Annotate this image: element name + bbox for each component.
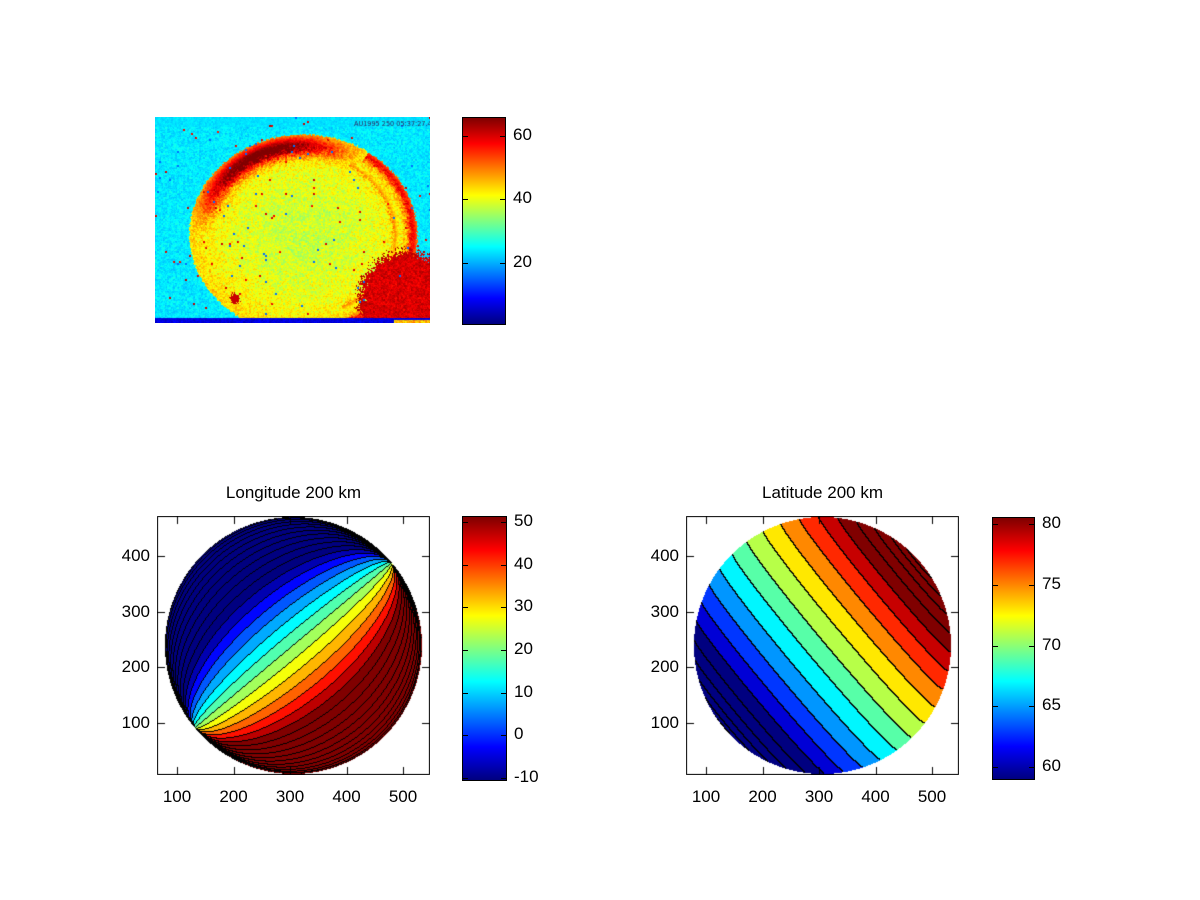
longitude-contour-plot (157, 516, 430, 775)
latitude-colorbar-tick-label: 65 (1042, 695, 1061, 715)
raw-image-colorbar-tick (500, 263, 505, 264)
latitude-colorbar-tick (1029, 767, 1034, 768)
longitude-colorbar-tick (463, 607, 468, 608)
raw-image-colorbar-tick (500, 136, 505, 137)
longitude-colorbar-tick-label: 10 (514, 681, 533, 701)
raw-image-colorbar-tick-label: 40 (513, 187, 532, 207)
latitude-colorbar-tick (1029, 706, 1034, 707)
longitude-colorbar-tick (501, 650, 506, 651)
longitude-x-tick-label: 400 (332, 787, 361, 806)
latitude-colorbar-tick (993, 524, 998, 525)
longitude-colorbar-tick (501, 778, 506, 779)
raw-image-colorbar-tick (463, 263, 468, 264)
latitude-colorbar-tick (993, 767, 998, 768)
latitude-colorbar-tick (993, 585, 998, 586)
raw-image-colorbar-tick-label: 60 (513, 124, 532, 144)
latitude-colorbar-tick (993, 706, 998, 707)
latitude-y-tick-label: 400 (650, 546, 679, 565)
longitude-colorbar-tick (501, 735, 506, 736)
latitude-colorbar-tick (1029, 646, 1034, 647)
raw-image-colorbar-tick (463, 136, 468, 137)
latitude-colorbar-tick (1029, 585, 1034, 586)
longitude-colorbar-tick-label: 20 (514, 639, 533, 659)
latitude-colorbar-tick-label: 80 (1042, 513, 1061, 532)
raw-image-colorbar (462, 117, 506, 325)
longitude-colorbar-tick-label: 30 (514, 596, 533, 616)
raw-image-colorbar-tick (463, 199, 468, 200)
longitude-colorbar-tick-label: -10 (514, 766, 539, 786)
longitude-colorbar-tick-label: 40 (514, 553, 533, 573)
longitude-colorbar-tick (463, 735, 468, 736)
longitude-colorbar-tick (463, 522, 468, 523)
longitude-x-tick-label: 300 (275, 787, 305, 806)
longitude-x-tick-label: 100 (162, 787, 192, 806)
longitude-colorbar-tick (463, 650, 468, 651)
latitude-colorbar-tick (993, 646, 998, 647)
latitude-y-tick-label: 200 (650, 657, 679, 677)
longitude-y-tick-label: 100 (121, 713, 150, 732)
longitude-plot-title: Longitude 200 km (225, 483, 362, 502)
raw-image-colorbar-tick (500, 199, 505, 200)
longitude-y-tick-label: 300 (121, 601, 150, 621)
latitude-colorbar-tick-label: 75 (1042, 573, 1061, 593)
longitude-x-tick-label: 200 (219, 787, 248, 806)
longitude-colorbar-tick (463, 693, 468, 694)
longitude-colorbar (462, 516, 507, 781)
latitude-x-tick-label: 200 (748, 787, 777, 806)
latitude-y-tick-label: 300 (650, 601, 679, 621)
longitude-colorbar-tick (463, 778, 468, 779)
latitude-x-tick-label: 500 (917, 787, 947, 806)
latitude-colorbar-tick (1029, 524, 1034, 525)
raw-image-colorbar-tick-label: 20 (513, 252, 532, 272)
latitude-colorbar-tick-label: 70 (1042, 634, 1061, 654)
latitude-x-tick-label: 100 (691, 787, 721, 806)
longitude-colorbar-tick (501, 522, 506, 523)
longitude-colorbar-tick (463, 565, 468, 566)
longitude-colorbar-tick (501, 693, 506, 694)
latitude-contour-plot (686, 516, 959, 775)
longitude-colorbar-tick-label: 50 (514, 510, 533, 530)
latitude-y-tick-label: 100 (650, 713, 679, 732)
latitude-colorbar-tick-label: 60 (1042, 755, 1061, 775)
longitude-y-tick-label: 200 (121, 657, 150, 677)
longitude-colorbar-tick (501, 565, 506, 566)
latitude-colorbar (992, 517, 1035, 780)
longitude-x-tick-label: 500 (388, 787, 418, 806)
longitude-y-tick-label: 400 (121, 546, 150, 565)
latitude-plot-title: Latitude 200 km (762, 483, 883, 502)
longitude-colorbar-tick-label: 0 (514, 724, 524, 744)
latitude-x-tick-label: 300 (804, 787, 834, 806)
latitude-x-tick-label: 400 (861, 787, 890, 806)
raw-image-panel (155, 117, 430, 323)
longitude-colorbar-tick (501, 607, 506, 608)
